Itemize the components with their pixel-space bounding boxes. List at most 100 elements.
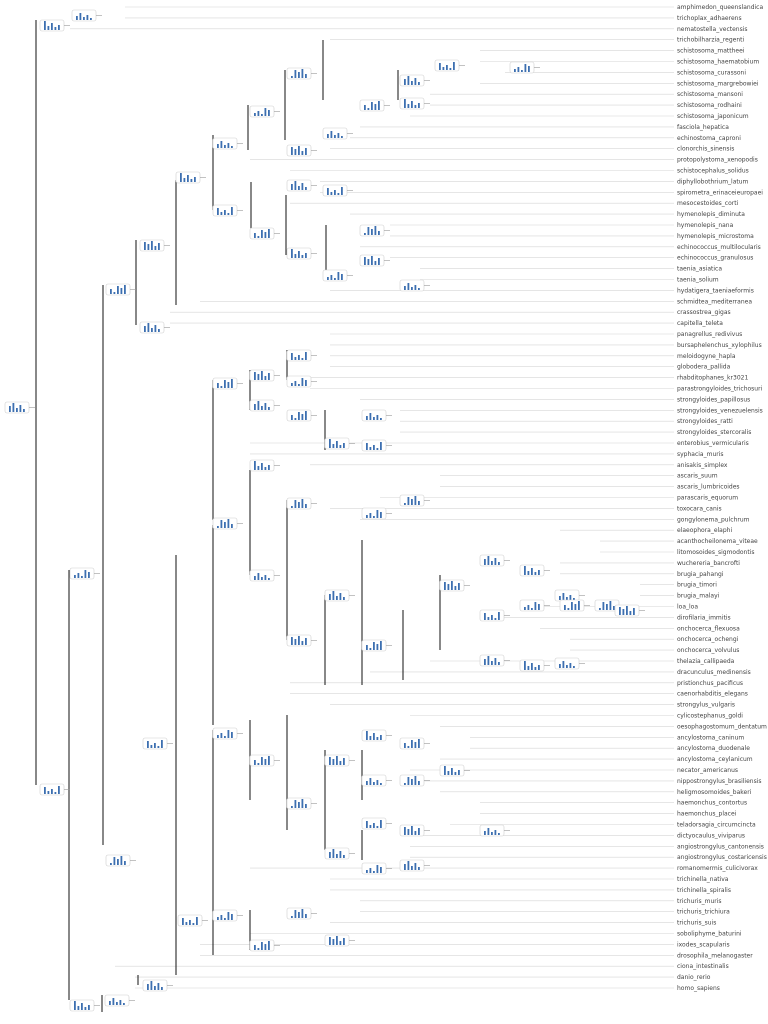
node-histogram [39, 19, 70, 32]
histogram-bar [58, 786, 60, 794]
node-histogram [142, 979, 173, 992]
histogram-bar [411, 866, 413, 870]
histogram-bar [491, 615, 493, 620]
histogram-bar [113, 857, 116, 865]
histogram-bar [261, 757, 263, 765]
taxon-label: spirometra_erinaceieuropaei [677, 189, 763, 196]
histogram-bar [187, 175, 189, 182]
histogram-bar [47, 791, 50, 794]
histogram-bar [343, 597, 345, 600]
node-histogram [439, 764, 470, 777]
node-histogram [286, 144, 317, 157]
taxon-label: trichinella_nativa [677, 876, 729, 883]
histogram-bar [366, 870, 368, 873]
taxon-label: anisakis_simplex [677, 462, 728, 469]
node-histogram [71, 9, 102, 22]
histogram-bar [298, 72, 300, 78]
histogram-bar [531, 663, 533, 670]
histogram-bar [154, 325, 157, 332]
node-histogram [361, 439, 392, 452]
histogram-bar [369, 513, 372, 518]
histogram-bar [414, 863, 417, 870]
histogram-bar [369, 778, 372, 785]
histogram-bar [414, 831, 417, 835]
histogram-bar [366, 515, 368, 518]
histogram-bar [305, 148, 307, 155]
taxon-labels: amphimedon_queenslandica trichoplax_adhae… [677, 4, 767, 992]
histogram-bar [629, 611, 632, 615]
node-histogram [286, 907, 317, 920]
histogram-bar [151, 328, 153, 332]
histogram-bar [329, 937, 331, 945]
histogram-bar [254, 372, 256, 380]
node-histogram [399, 97, 430, 110]
histogram-bar [574, 604, 577, 610]
node-histogram [399, 737, 430, 750]
histogram-bar [305, 504, 307, 508]
node-histogram [286, 797, 317, 810]
node-histograms [4, 9, 645, 1012]
histogram-bar [298, 146, 300, 155]
histogram-bar [341, 136, 343, 138]
taxon-label: schistosoma_japonicum [677, 113, 749, 120]
histogram-bar [227, 912, 230, 920]
histogram-bar [151, 241, 153, 250]
node-histogram [249, 939, 280, 952]
histogram-bar [327, 134, 329, 138]
taxon-label: ascaris_lumbricoides [677, 484, 740, 491]
histogram-bar [231, 914, 233, 920]
histogram-bar [411, 81, 413, 85]
taxon-label: onchocerca_volvulus [677, 647, 739, 654]
histogram-bar [380, 512, 382, 518]
histogram-bar [110, 863, 112, 865]
taxon-label: echinococcus_granulosus [677, 255, 753, 262]
histogram-bar [120, 856, 123, 865]
histogram-bar [373, 516, 375, 518]
histogram-bar [343, 443, 345, 448]
histogram-bar [294, 418, 297, 420]
histogram-bar [404, 286, 406, 290]
histogram-bar [119, 1000, 122, 1005]
node-histogram [212, 727, 243, 740]
histogram-bar [380, 641, 382, 650]
histogram-bar [487, 556, 490, 565]
histogram-bar [380, 442, 382, 450]
histogram-bar [291, 806, 293, 808]
histogram-bar [261, 577, 263, 580]
histogram-bar [261, 463, 263, 470]
histogram-bar [447, 771, 450, 775]
node-histogram [286, 409, 317, 422]
histogram-bar [329, 594, 331, 600]
histogram-bar [84, 570, 87, 578]
histogram-bar [380, 735, 382, 740]
histogram-bar [524, 661, 526, 670]
histogram-bar [414, 742, 417, 748]
taxon-label: cylicostephanus_goldi [677, 713, 743, 720]
histogram-bar [633, 608, 635, 615]
histogram-bar [334, 135, 336, 138]
histogram-bar [217, 144, 219, 148]
histogram-bar [161, 987, 163, 990]
histogram-bar [144, 326, 146, 332]
histogram-bar [254, 945, 256, 950]
node-histogram [212, 204, 243, 217]
histogram-bar [90, 18, 92, 20]
histogram-bar [305, 187, 307, 190]
histogram-bar [291, 383, 293, 386]
histogram-bar [407, 104, 410, 108]
histogram-bar [602, 602, 605, 610]
node-histogram [479, 609, 510, 622]
histogram-bar [301, 414, 304, 420]
histogram-bar [124, 861, 126, 865]
taxon-label: parastrongyloides_trichosuri [677, 386, 763, 393]
taxon-label: hymenolepis_microstoma [677, 233, 754, 240]
histogram-bar [336, 854, 338, 858]
histogram-bar [261, 371, 263, 380]
histogram-bar [294, 254, 297, 258]
histogram-bar [185, 922, 188, 925]
histogram-bar [369, 447, 372, 450]
histogram-bar [332, 939, 335, 945]
histogram-bar [404, 503, 406, 505]
histogram-bar [407, 746, 410, 748]
